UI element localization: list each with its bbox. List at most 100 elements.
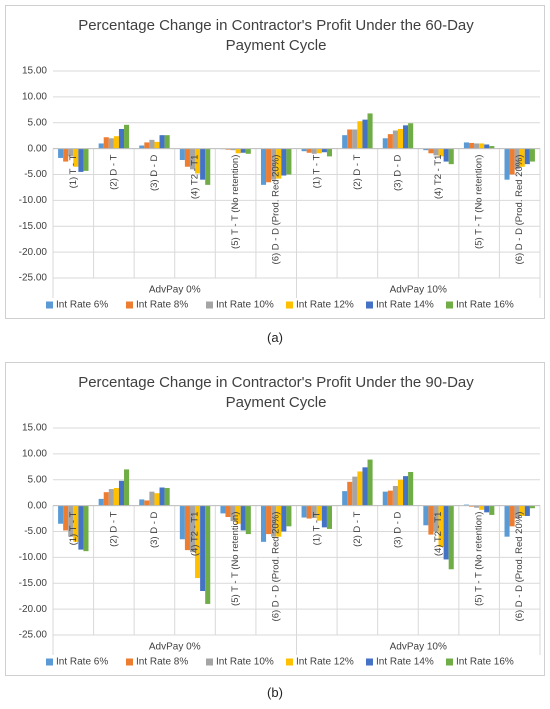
bar xyxy=(164,488,170,506)
legend-label: Int Rate 6% xyxy=(56,300,108,311)
bar xyxy=(184,505,190,551)
bar xyxy=(321,505,327,528)
bar xyxy=(423,148,429,151)
bar xyxy=(311,505,317,519)
bar xyxy=(271,505,277,537)
bar xyxy=(124,469,130,506)
bar xyxy=(78,148,84,172)
bar xyxy=(154,493,160,506)
x-tick-label: (4) T2 - T1 xyxy=(433,155,444,200)
y-tick-label: -10.00 xyxy=(19,195,48,206)
bar xyxy=(225,505,231,518)
bar xyxy=(281,148,287,176)
bar xyxy=(408,123,414,149)
bar xyxy=(149,139,155,149)
bar xyxy=(189,505,196,553)
legend-swatch xyxy=(446,658,453,666)
bar xyxy=(154,141,160,149)
bar xyxy=(179,505,185,540)
legend-label: Int Rate 14% xyxy=(376,657,434,668)
x-tick-label: (2) D - T xyxy=(352,511,363,546)
bar xyxy=(352,129,358,149)
x-tick-label: (2) D - T xyxy=(108,511,119,546)
bar xyxy=(403,476,409,506)
y-tick-label: 5.00 xyxy=(28,117,48,128)
bar xyxy=(235,148,241,154)
x-tick-label: (4) T2 - T1 xyxy=(433,512,444,557)
bar xyxy=(73,505,79,542)
bar xyxy=(489,146,495,149)
y-tick-label: 0.00 xyxy=(28,500,48,511)
legend-swatch xyxy=(126,658,133,666)
bar xyxy=(484,144,490,149)
bar xyxy=(382,491,388,506)
bar xyxy=(276,148,282,179)
bar xyxy=(443,505,449,560)
x-tick-label: (2) D - T xyxy=(352,154,363,189)
bar xyxy=(326,505,333,529)
y-tick-label: -5.00 xyxy=(24,526,47,537)
bar xyxy=(514,505,520,519)
bar xyxy=(159,487,165,506)
y-tick-label: 5.00 xyxy=(28,474,48,485)
bar xyxy=(484,505,490,513)
bar xyxy=(68,505,74,537)
bar xyxy=(443,148,449,162)
bar xyxy=(195,505,201,579)
bar xyxy=(357,121,363,149)
bar xyxy=(189,148,196,170)
bar xyxy=(529,148,535,162)
bar xyxy=(468,505,475,507)
legend-swatch xyxy=(446,301,453,309)
bar xyxy=(124,124,130,149)
x-tick-label: (1) T - T xyxy=(311,511,322,545)
legend-swatch xyxy=(366,658,373,666)
x-tick-label: (3) D - D xyxy=(149,511,160,548)
bar xyxy=(382,138,388,149)
y-tick-label: 10.00 xyxy=(22,92,47,103)
x-tick-label: (5) T - T (No retention) xyxy=(474,155,485,249)
bar xyxy=(301,148,307,152)
y-tick-label: 0.00 xyxy=(28,143,48,154)
bar xyxy=(347,481,353,506)
y-tick-label: -5.00 xyxy=(24,169,47,180)
bar xyxy=(448,505,454,570)
bar xyxy=(474,505,480,508)
bar xyxy=(504,148,510,180)
chart-title: Percentage Change in Contractor's Profit… xyxy=(78,17,474,54)
legend-swatch xyxy=(46,658,53,666)
bar xyxy=(306,505,312,519)
legend-swatch xyxy=(206,658,213,666)
bar xyxy=(326,148,333,157)
chart: Percentage Change in Contractor's Profit… xyxy=(5,5,545,319)
caption: (b) xyxy=(267,685,283,700)
bar xyxy=(504,505,510,537)
bar xyxy=(519,505,525,516)
bar xyxy=(139,145,145,149)
group-label: AdvPay 10% xyxy=(390,642,447,653)
bar xyxy=(245,148,251,154)
bar xyxy=(159,135,165,149)
legend-label: Int Rate 8% xyxy=(136,300,188,311)
bar xyxy=(240,505,246,531)
x-tick-label: (5) T - T (No retention) xyxy=(230,512,241,606)
bar xyxy=(144,500,150,506)
bar xyxy=(316,505,322,521)
bar xyxy=(271,148,277,180)
bar xyxy=(73,148,79,167)
bar xyxy=(83,505,89,552)
y-tick-label: -20.00 xyxy=(19,604,48,615)
x-tick-label: (6) D - D (Prod. Red 20%) xyxy=(271,512,282,622)
y-tick-label: -15.00 xyxy=(19,578,48,589)
bar xyxy=(448,148,454,165)
bar xyxy=(463,142,469,149)
bar xyxy=(225,148,231,150)
bar xyxy=(423,505,429,526)
x-tick-label: (2) D - T xyxy=(108,154,119,189)
bar xyxy=(108,138,114,149)
x-tick-label: (3) D - D xyxy=(392,154,403,191)
x-tick-label: (6) D - D (Prod. Red 20%) xyxy=(514,155,525,265)
bar xyxy=(220,505,226,514)
x-tick-label: (3) D - D xyxy=(392,511,403,548)
